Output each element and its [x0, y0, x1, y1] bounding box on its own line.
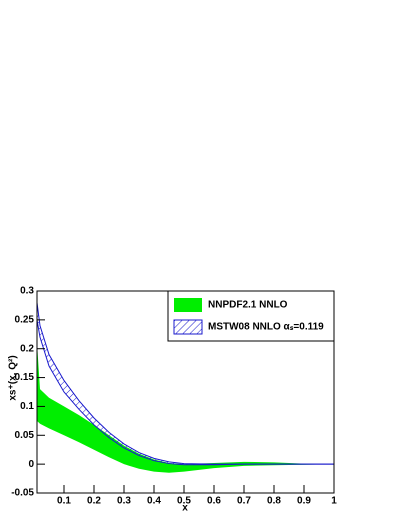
y-tick-label: 0.05: [15, 430, 35, 441]
legend-swatch: [174, 298, 202, 312]
x-tick-label: 0.4: [147, 496, 161, 507]
x-axis-label: x: [182, 503, 188, 514]
x-tick-label: 0.8: [267, 496, 281, 507]
y-tick-label: 0.1: [20, 401, 34, 412]
y-tick-label: 0.15: [15, 372, 35, 383]
x-tick-label: 0.5: [177, 496, 191, 507]
x-tick-label: 0.6: [207, 496, 221, 507]
legend-swatch: [173, 319, 203, 335]
x-tick-label: 0.9: [297, 496, 311, 507]
x-tick-label: 0.7: [237, 496, 251, 507]
band-edge: [36, 319, 334, 466]
legend-label: NNPDF2.1 NNLO: [208, 300, 288, 311]
y-tick-label: -0.05: [11, 488, 34, 499]
legend-label: MSTW08 NNLO αₛ=0.119: [208, 322, 324, 333]
y-tick-label: 0.25: [15, 314, 35, 325]
x-tick-label: 1: [331, 496, 337, 507]
x-tick-label: 0.3: [117, 496, 131, 507]
band: [37, 342, 334, 473]
x-tick-label: 0.1: [57, 496, 71, 507]
y-tick-label: 0.2: [20, 343, 34, 354]
y-axis-label: xs⁺(x, Q²): [8, 355, 19, 400]
x-tick-label: 0.2: [87, 496, 101, 507]
y-tick-label: 0.3: [20, 286, 34, 297]
y-tick-label: 0: [28, 459, 34, 470]
